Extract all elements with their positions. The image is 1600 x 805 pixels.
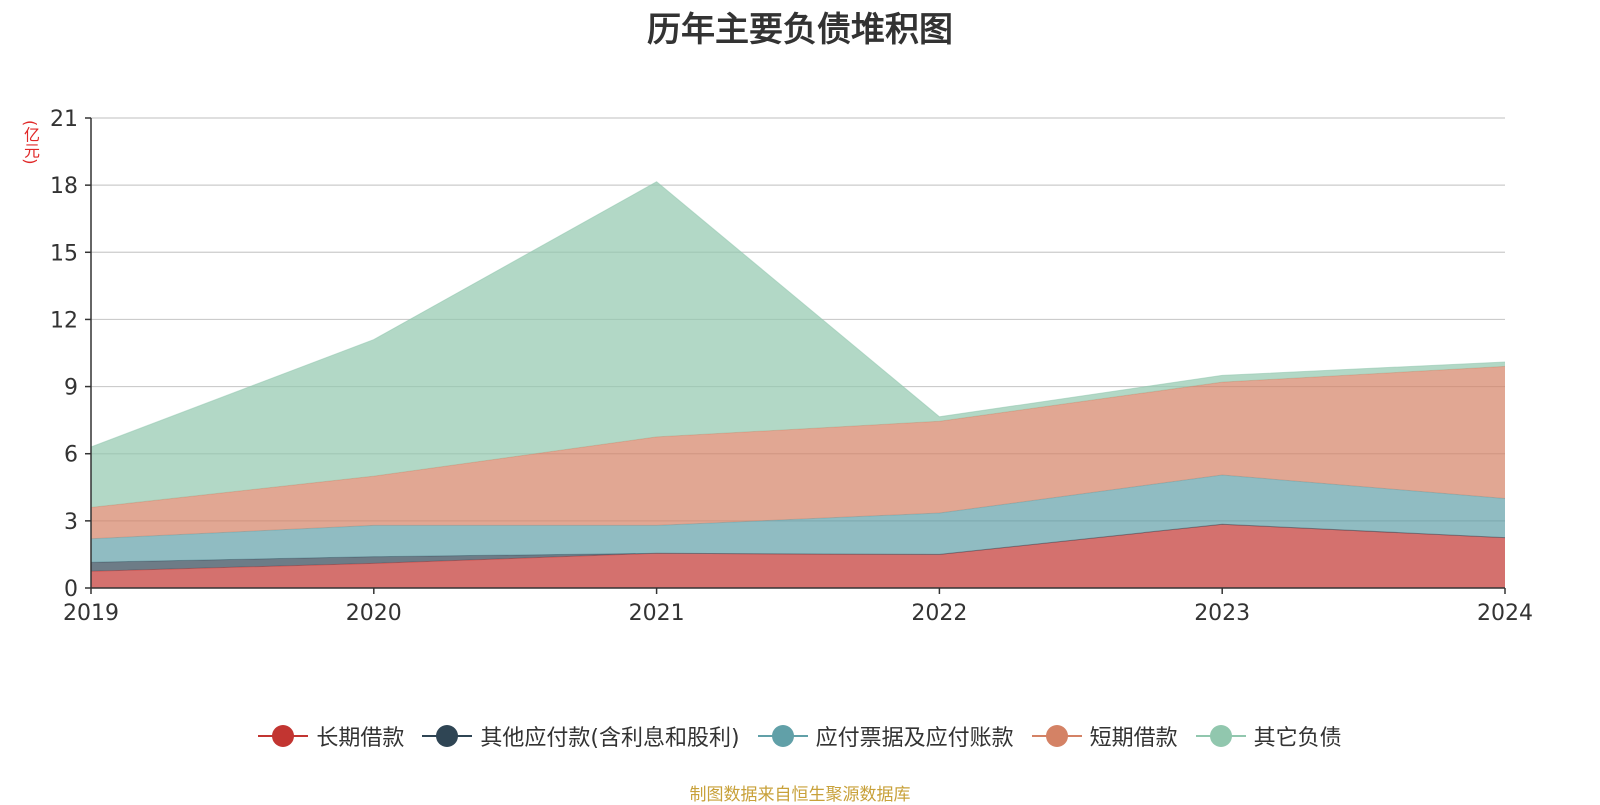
- x-tick-label: 2019: [63, 601, 119, 626]
- x-tick-label: 2023: [1194, 601, 1250, 626]
- y-axis-unit-label: (亿元): [21, 120, 40, 165]
- y-tick-label: 0: [64, 577, 78, 602]
- x-tick-label: 2020: [346, 601, 402, 626]
- legend-item-4[interactable]: 其它负债: [1195, 720, 1342, 752]
- legend-item-0[interactable]: 长期借款: [258, 720, 404, 752]
- x-tick-label: 2021: [629, 601, 685, 626]
- legend-marker-icon: [422, 724, 473, 748]
- legend-item-3[interactable]: 短期借款: [1031, 720, 1178, 752]
- area-series-2: [91, 474, 1505, 563]
- legend-label: 长期借款: [316, 726, 405, 751]
- area-series-0: [91, 524, 1505, 588]
- y-tick-label: 15: [50, 241, 78, 266]
- x-tick-label: 2024: [1477, 601, 1533, 626]
- legend-label: 短期借款: [1089, 726, 1178, 751]
- legend-item-2[interactable]: 应付票据及应付账款: [757, 720, 1014, 752]
- y-tick-label: 12: [50, 308, 78, 333]
- legend-marker-icon: [1031, 724, 1082, 748]
- legend-label: 应付票据及应付账款: [815, 726, 1014, 751]
- y-tick-label: 18: [50, 174, 78, 199]
- legend-item-1[interactable]: 其他应付款(含利息和股利): [422, 720, 740, 752]
- x-tick-label: 2022: [911, 601, 967, 626]
- legend-marker-icon: [1195, 724, 1246, 748]
- legend-label: 其他应付款(含利息和股利): [480, 726, 740, 751]
- area-series-1: [91, 524, 1505, 572]
- legend-label: 其它负债: [1253, 726, 1342, 751]
- area-series: [90, 181, 1506, 588]
- legend-marker-icon: [757, 724, 808, 748]
- area-edge-4: [90, 181, 1506, 448]
- area-series-3: [91, 366, 1505, 539]
- y-tick-label: 6: [64, 443, 78, 468]
- source-note: 制图数据来自恒生聚源数据库: [689, 785, 911, 805]
- chart-title: 历年主要负债堆积图: [647, 10, 953, 50]
- area-series-4: [91, 181, 1505, 508]
- axes: 0 3 6 9 12 15 18 21 2019 2020 2021 2022 2023 2024: [50, 107, 1533, 626]
- y-tick-label: 9: [64, 376, 78, 401]
- legend-marker-icon: [258, 724, 309, 748]
- legend: 长期借款 其他应付款(含利息和股利) 应付票据及应付账款 短期借款 其它负债: [0, 718, 1600, 754]
- y-tick-label: 3: [64, 510, 78, 535]
- y-tick-label: 21: [50, 107, 78, 132]
